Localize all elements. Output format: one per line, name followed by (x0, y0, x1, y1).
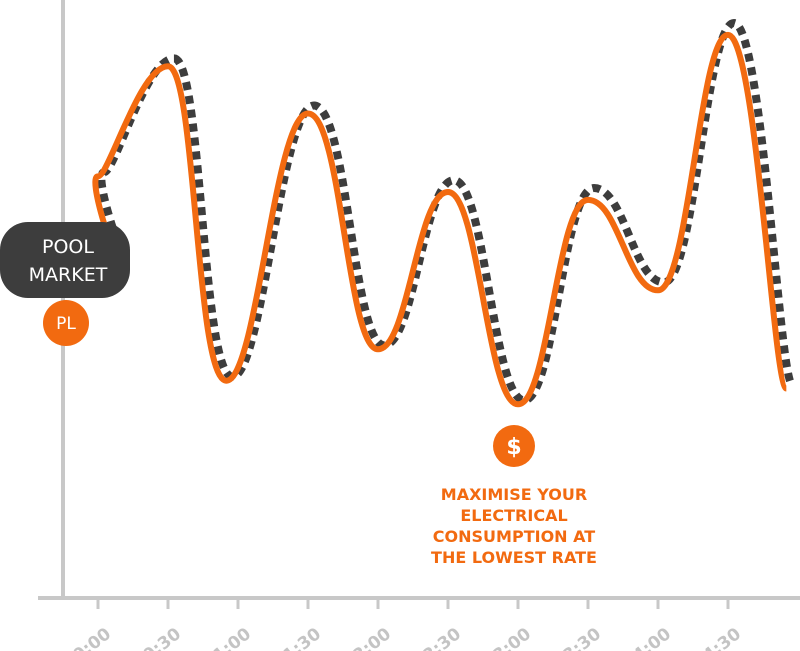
x-tick-label: 12:30 (410, 624, 465, 651)
lowest-rate-marker: $ (493, 425, 535, 467)
x-tick-label: 11:00 (200, 624, 255, 651)
series-dashed-line (97, 19, 797, 405)
x-tick-label: 12:00 (340, 624, 395, 651)
callout-line-1: MAXIMISE YOUR (441, 485, 587, 504)
x-tick-label: 14:00 (620, 624, 675, 651)
x-tick-label: 10:30 (130, 624, 185, 651)
x-tick-label: 13:30 (550, 624, 605, 651)
pl-marker: PL (43, 300, 89, 346)
badge-line2: MARKET (29, 264, 108, 286)
series-layer (92, 19, 797, 408)
x-tick-label: 10:00 (60, 624, 115, 651)
pl-circle (43, 300, 89, 346)
x-tick-label: 13:00 (480, 624, 535, 651)
pool-market-badge: POOL MARKET (0, 222, 130, 298)
dollar-circle (493, 425, 535, 467)
x-tick-label: 14:30 (690, 624, 745, 651)
dollar-icon: $ (506, 435, 521, 460)
x-tick-label: 11:30 (270, 624, 325, 651)
x-tick-labels: 10:00 10:30 11:00 11:30 12:00 12:30 13:00 13:30… (60, 624, 745, 651)
callout-text: MAXIMISE YOUR ELECTRICAL CONSUMPTION AT … (431, 485, 597, 567)
pl-label: PL (56, 314, 76, 334)
x-ticks (96, 598, 730, 609)
series-solid-line (92, 31, 790, 408)
callout-line-4: THE LOWEST RATE (431, 548, 597, 567)
callout-line-3: CONSUMPTION AT (433, 527, 595, 546)
callout-line-2: ELECTRICAL (460, 506, 567, 525)
badge-pill (0, 222, 130, 298)
badge-line1: POOL (42, 236, 94, 258)
